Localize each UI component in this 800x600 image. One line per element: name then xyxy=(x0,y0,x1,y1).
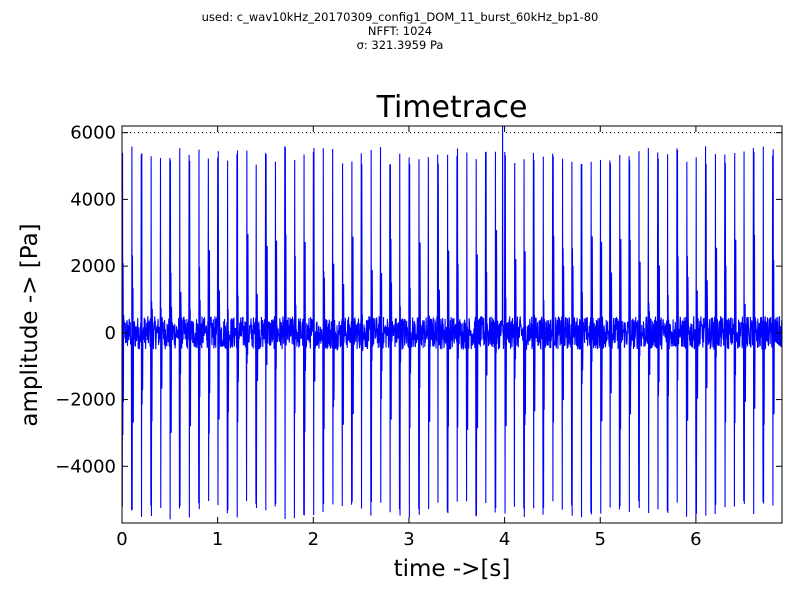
source-file-text: used: c_wav10kHz_20170309_config1_DOM_11… xyxy=(201,10,599,24)
x-tick-label: 0 xyxy=(116,529,127,550)
x-tick-label: 3 xyxy=(403,529,414,550)
y-tick-label: 6000 xyxy=(70,123,116,144)
y-tick-label: 4000 xyxy=(70,189,116,210)
plot-frame xyxy=(121,125,783,524)
y-tick-label: 2000 xyxy=(70,256,116,277)
sigma-text: σ: 321.3959 Pa xyxy=(356,38,444,52)
x-tick-label: 2 xyxy=(308,529,319,550)
x-axis: 0 1 2 3 4 5 6 xyxy=(116,126,702,550)
y-axis-label: amplitude -> [Pa] xyxy=(17,223,43,426)
x-tick-label: 6 xyxy=(690,529,701,550)
x-axis-label: time ->[s] xyxy=(394,556,511,582)
y-axis: −4000 −2000 0 2000 4000 6000 xyxy=(55,123,782,477)
y-tick-label: 0 xyxy=(105,323,116,344)
x-tick-label: 4 xyxy=(499,529,510,550)
x-tick-label: 5 xyxy=(595,529,606,550)
chart-title: Timetrace xyxy=(376,90,528,125)
signal-line xyxy=(122,126,782,520)
figure-header: used: c_wav10kHz_20170309_config1_DOM_11… xyxy=(0,10,800,52)
y-tick-label: −4000 xyxy=(55,456,116,477)
y-tick-label: −2000 xyxy=(55,390,116,411)
x-tick-label: 1 xyxy=(212,529,223,550)
signal-trace xyxy=(122,126,782,520)
nfft-text: NFFT: 1024 xyxy=(367,24,433,38)
